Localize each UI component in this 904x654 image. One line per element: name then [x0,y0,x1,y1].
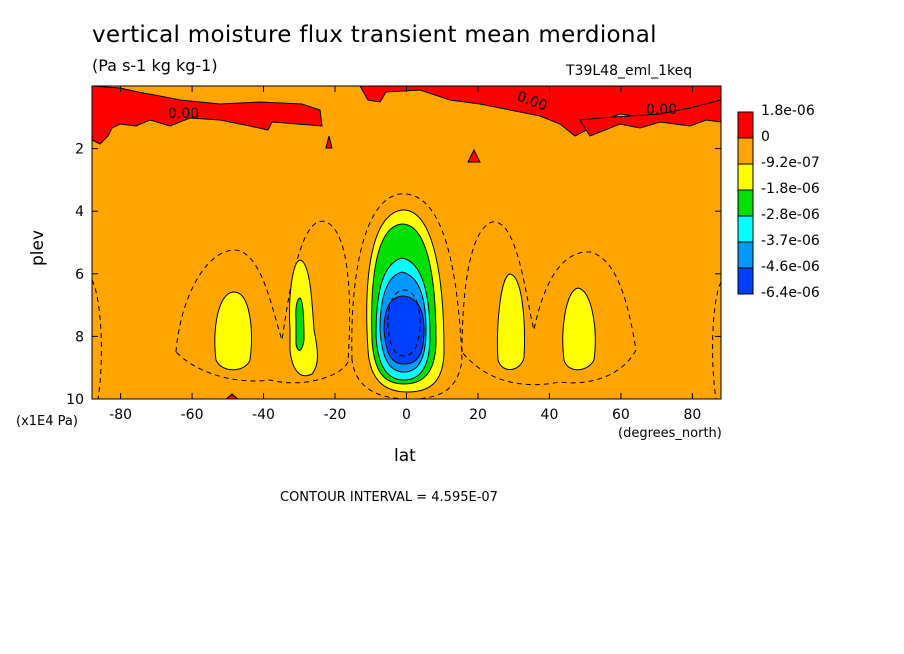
legend-color-box [737,111,754,139]
y-axis-label: plev [28,229,48,266]
x-tick-label: 80 [683,407,701,423]
yellow-region-nh-50 [562,287,596,371]
eq-inner-dashed [387,289,421,357]
legend-level-label: 0 [761,129,770,145]
y-tick-label: 2 [75,142,84,158]
yellow-region-nh-30 [497,273,525,370]
legend-level-label: -1.8e-06 [761,181,820,197]
x-tick-label: 0 [402,407,411,423]
legend-color-box [737,215,754,243]
x-tick-label: 40 [541,407,559,423]
legend-level-label: -4.6e-06 [761,259,820,275]
contour-label-0: 0.00 [168,106,199,122]
x-tick-label: 20 [469,407,487,423]
chart-title: vertical moisture flux transient mean me… [92,22,657,48]
legend-level-label: -3.7e-06 [761,233,820,249]
legend-color-box [737,241,754,269]
positive-blob-small-2 [325,135,333,149]
legend-level-label: -6.4e-06 [761,285,820,301]
positive-region-top-right [579,99,721,137]
legend-color-box [737,137,754,165]
legend-level-label: -2.8e-06 [761,207,820,223]
legend-color-box [737,189,754,217]
x-tick-label: 60 [612,407,630,423]
x-tick-label: -20 [324,407,347,423]
contour-dashed-nh-outer [461,221,637,386]
eq-blue [383,295,425,365]
x-tick-label: -80 [109,407,132,423]
experiment-label: T39L48_eml_1keq [566,63,693,79]
legend-level-label: -9.2e-07 [761,155,820,171]
contour-dashed-eq-outer [351,193,463,399]
positive-blob-bottom [225,393,239,399]
x-tick-label: -60 [181,407,204,423]
y-axis-unit: (x1E4 Pa) [16,414,78,429]
positive-blob-small-1 [467,148,481,163]
contour-label-2: 0.00 [646,102,677,118]
chart-units: (Pa s-1 kg kg-1) [92,56,218,75]
y-tick-label: 10 [66,392,84,408]
plot-area [92,86,721,399]
x-axis-unit: (degrees_north) [618,426,722,441]
yellow-region-sh-60 [214,291,252,371]
contour-interval: CONTOUR INTERVAL = 4.595E-07 [280,490,498,505]
positive-region-top-left [92,86,323,145]
legend-color-box [737,267,754,295]
y-tick-label: 4 [75,204,84,220]
axis-labels: -80 -60 -40 -20 0 20 40 60 80 2 4 6 8 10 [66,142,701,423]
green-region-sh-30 [295,297,305,351]
x-tick-label: -40 [252,407,275,423]
legend-color-boxes [737,111,754,295]
legend-level-label: 1.8e-06 [761,103,815,119]
legend-color-box [737,163,754,191]
y-tick-label: 8 [75,329,84,345]
axis-ticks [92,86,721,400]
contour-dashed-sh-outer [175,220,351,384]
x-axis-label: lat [394,446,416,466]
y-tick-label: 6 [75,267,84,283]
